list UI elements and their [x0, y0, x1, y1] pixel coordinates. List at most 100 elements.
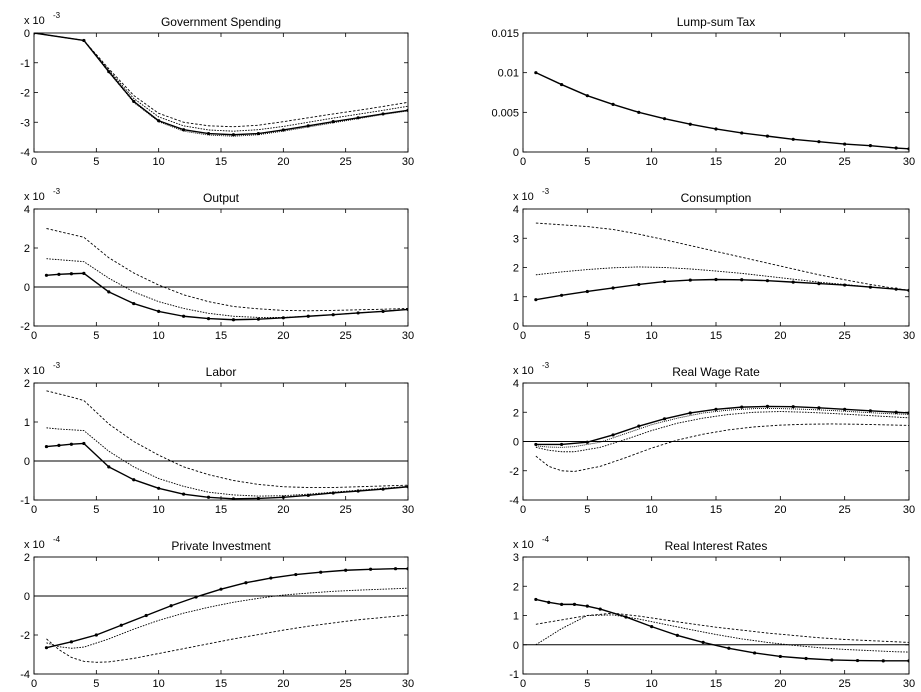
axis-scale-multiplier: x 10 [513, 191, 534, 203]
series-line-dash_long [46, 228, 408, 312]
series-point [765, 134, 770, 138]
series-point [817, 281, 821, 286]
x-tick-label: 0 [31, 156, 37, 168]
y-tick-label: -2 [509, 466, 519, 478]
series-line-dash_mid [535, 266, 909, 291]
series-point [817, 140, 821, 144]
series-line-dash_mid [46, 587, 408, 649]
x-tick-label: 25 [839, 330, 851, 342]
series-point [637, 110, 641, 114]
series-point [753, 651, 757, 655]
plot-area [34, 390, 408, 500]
plot-area [34, 33, 408, 137]
series-point [281, 128, 285, 132]
series-point [611, 433, 615, 437]
series-point [182, 314, 186, 318]
x-tick-label: 20 [774, 156, 786, 168]
x-tick-label: 10 [646, 678, 658, 690]
series-point [791, 137, 795, 141]
x-tick-label: 10 [153, 330, 165, 342]
x-tick-label: 5 [584, 504, 590, 516]
plot-frame [33, 556, 409, 675]
series-point [791, 280, 795, 284]
y-tick-label: 4 [513, 204, 519, 216]
series-point [894, 146, 898, 150]
series-point [662, 117, 667, 121]
x-tick-label: 25 [340, 504, 352, 516]
chart-title: Real Wage Rate [672, 365, 760, 379]
plot-area [523, 404, 909, 472]
series-point [560, 82, 564, 87]
y-tick-label: 0 [24, 282, 30, 294]
x-tick-label: 5 [93, 156, 99, 168]
series-point [132, 99, 136, 104]
series-point [44, 444, 49, 449]
series-point [611, 102, 615, 106]
series-point [107, 465, 111, 469]
y-tick-label: 0.005 [491, 107, 519, 119]
y-tick-label: 0 [513, 437, 519, 449]
x-tick-label: 15 [710, 156, 722, 168]
y-tick-label: -1 [20, 495, 30, 507]
series-line-dash_mid [535, 411, 909, 453]
series-point [855, 658, 860, 663]
series-point [534, 597, 538, 602]
series-point [231, 133, 236, 137]
plot-area [523, 597, 909, 663]
series-point [206, 131, 211, 136]
series-point [907, 147, 909, 151]
plot-frame [33, 208, 409, 327]
chart-title: Output [203, 191, 240, 205]
series-point [182, 492, 186, 496]
y-tick-label: -1 [20, 58, 30, 70]
y-tick-label: -4 [509, 495, 519, 507]
x-tick-label: 20 [774, 330, 786, 342]
y-tick-label: 3 [513, 233, 519, 245]
y-tick-label: -2 [20, 88, 30, 100]
series-point [817, 406, 821, 410]
x-tick-label: 30 [402, 156, 414, 168]
y-tick-label: 4 [24, 204, 30, 216]
y-tick-label: 0.01 [498, 68, 519, 80]
series-point [585, 94, 589, 98]
axis-scale-multiplier: x 10 [513, 539, 534, 551]
series-point [727, 646, 731, 650]
x-tick-label: 10 [153, 678, 165, 690]
series-line-dash_mid [34, 33, 408, 132]
x-tick-label: 20 [277, 678, 289, 690]
series-line-dash_long [535, 612, 909, 643]
series-point [907, 659, 909, 663]
y-tick-label: 2 [513, 407, 519, 419]
x-tick-label: 0 [520, 504, 526, 516]
series-point [765, 404, 770, 408]
series-point [714, 127, 718, 131]
y-tick-label: -2 [20, 321, 30, 333]
series-point [701, 640, 705, 645]
series-point [560, 602, 564, 606]
axis-scale-multiplier: x 10 [513, 365, 534, 377]
y-tick-label: 0.015 [491, 28, 519, 40]
series-point [881, 659, 885, 663]
series-line-dash_long [535, 423, 909, 472]
series-point [82, 441, 86, 446]
series-point [714, 277, 718, 282]
series-point [406, 108, 408, 112]
series-point [688, 278, 692, 282]
plot-area [534, 222, 909, 302]
series-point [69, 640, 73, 644]
series-point [256, 317, 260, 321]
x-tick-label: 25 [340, 330, 352, 342]
series-point [406, 567, 408, 571]
series-point [331, 120, 335, 124]
panel-lump-sum-tax: 0 5 10 15 20 25 30 0.015 0.01 0.005 0 Lump-sum Tax [491, 15, 915, 168]
series-point [868, 409, 873, 413]
series-point [662, 417, 667, 421]
series-point [194, 595, 198, 599]
series-point [132, 301, 136, 306]
x-tick-label: 0 [31, 504, 37, 516]
